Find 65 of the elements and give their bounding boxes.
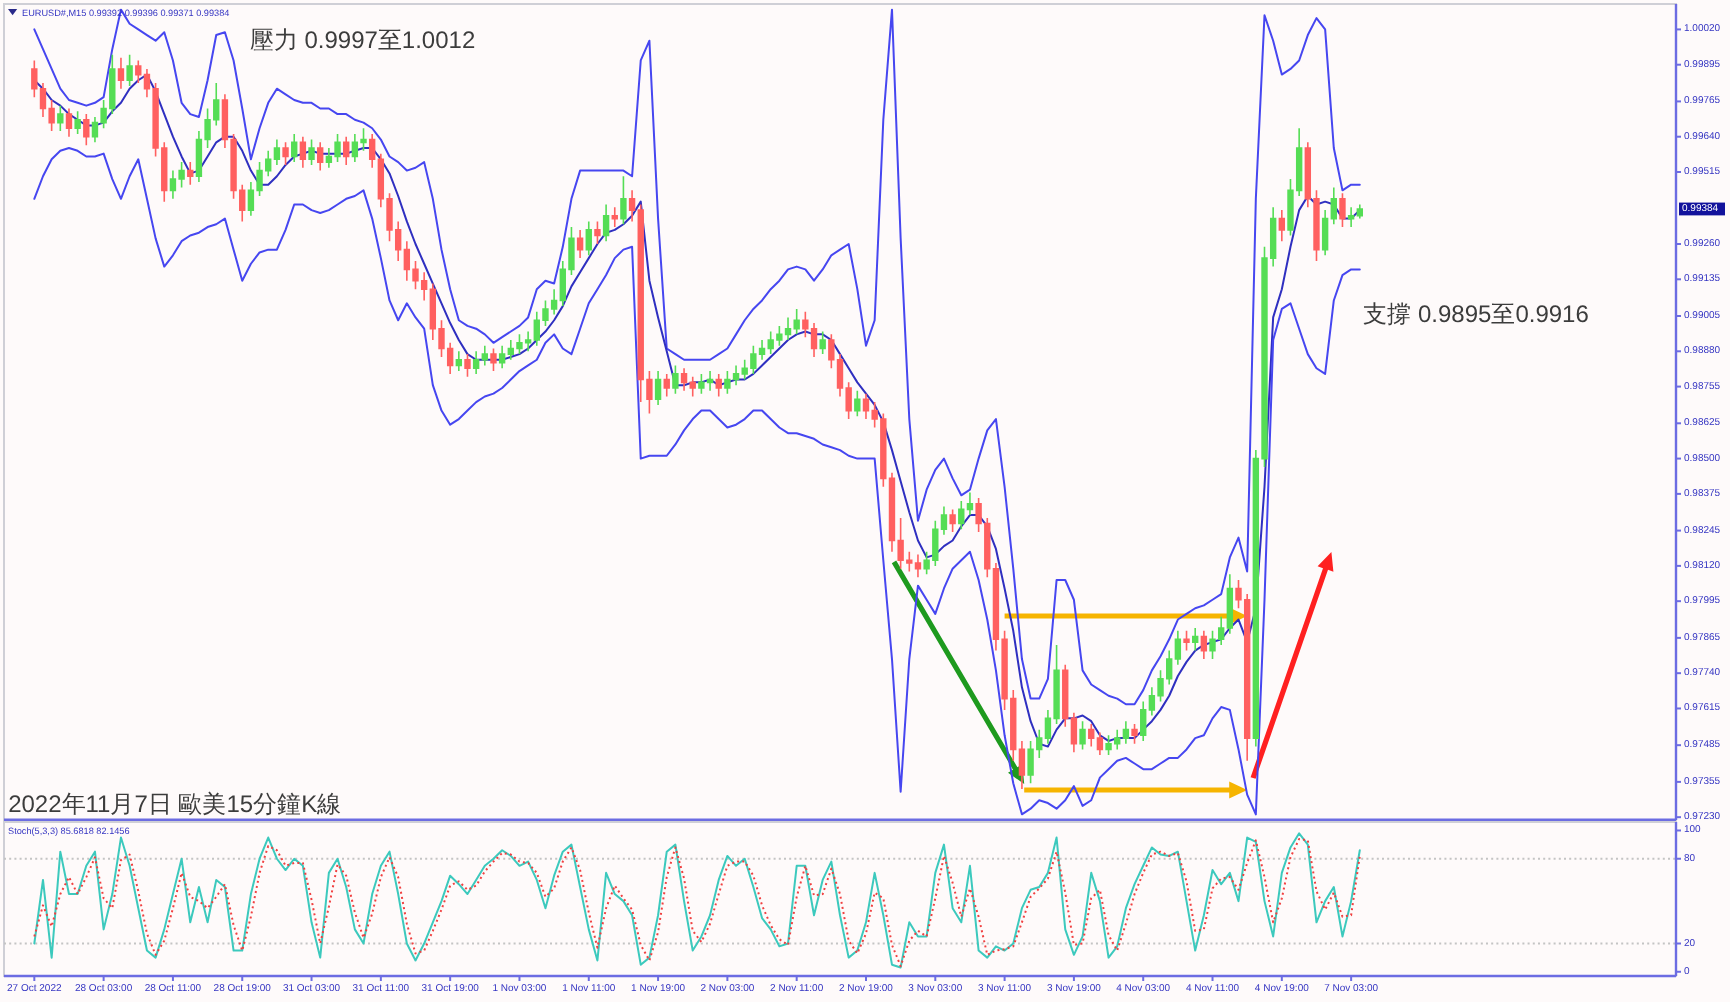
candlestick xyxy=(706,370,714,392)
annotation: 支撐 0.9895至0.9916 xyxy=(1363,300,1590,329)
candlestick xyxy=(732,364,740,386)
candlestick xyxy=(949,508,956,533)
candlestick xyxy=(594,220,601,245)
candlestick xyxy=(126,54,133,87)
candlestick xyxy=(611,206,618,228)
candlestick xyxy=(1131,723,1138,745)
candlestick xyxy=(1192,627,1199,652)
candlestick xyxy=(83,113,90,146)
candlestick xyxy=(1088,723,1095,748)
candlestick xyxy=(334,133,341,163)
candlestick xyxy=(576,229,584,259)
candlestick xyxy=(1356,203,1363,220)
candlestick xyxy=(187,161,194,186)
annotation: 2022年11月7日 歐美15分鐘K線 xyxy=(8,789,342,818)
candlestick xyxy=(65,107,73,138)
candlestick xyxy=(317,141,324,172)
candlestick xyxy=(620,175,627,226)
candlestick xyxy=(343,135,350,166)
candlestick xyxy=(862,392,870,420)
candlestick xyxy=(308,138,315,166)
candlestick xyxy=(958,500,965,530)
candlestick xyxy=(481,344,488,367)
candlestick xyxy=(464,353,471,378)
candlestick xyxy=(57,104,64,132)
candlestick xyxy=(715,373,722,398)
candlestick xyxy=(299,135,307,169)
candlestick xyxy=(1200,630,1208,660)
candlestick xyxy=(585,220,592,257)
annotation: 壓力 0.9997至1.0012 xyxy=(249,25,476,54)
candlestick xyxy=(776,325,783,347)
candlestick xyxy=(819,330,826,355)
candlestick xyxy=(1339,192,1346,228)
candlestick xyxy=(1122,720,1130,745)
candlestick xyxy=(169,169,177,200)
candlestick xyxy=(351,133,359,163)
candlestick xyxy=(291,133,298,163)
candlestick xyxy=(74,110,81,135)
candlestick xyxy=(854,390,861,418)
candlestick xyxy=(680,367,688,392)
candlestick xyxy=(1105,734,1112,756)
candlestick xyxy=(654,370,662,406)
candlestick xyxy=(750,344,757,375)
candlestick xyxy=(793,308,800,336)
candlestick xyxy=(498,344,506,370)
candlestick xyxy=(1096,731,1104,756)
candlestick xyxy=(490,347,497,372)
candlestick xyxy=(1183,630,1190,652)
candlestick xyxy=(1347,206,1355,228)
candlestick xyxy=(117,56,125,90)
candlestick xyxy=(672,364,679,395)
candlestick xyxy=(689,375,696,398)
candlestick xyxy=(516,333,523,355)
candlestick xyxy=(1079,720,1086,751)
candlestick xyxy=(663,373,670,398)
candlestick xyxy=(602,203,610,242)
candlestick xyxy=(698,373,705,395)
candlestick xyxy=(784,316,792,341)
candlestick xyxy=(455,350,463,372)
candlestick xyxy=(472,350,480,375)
candlestick xyxy=(914,553,922,578)
candlestick xyxy=(724,370,731,395)
candlestick xyxy=(1278,209,1286,242)
candlestick xyxy=(282,141,289,166)
